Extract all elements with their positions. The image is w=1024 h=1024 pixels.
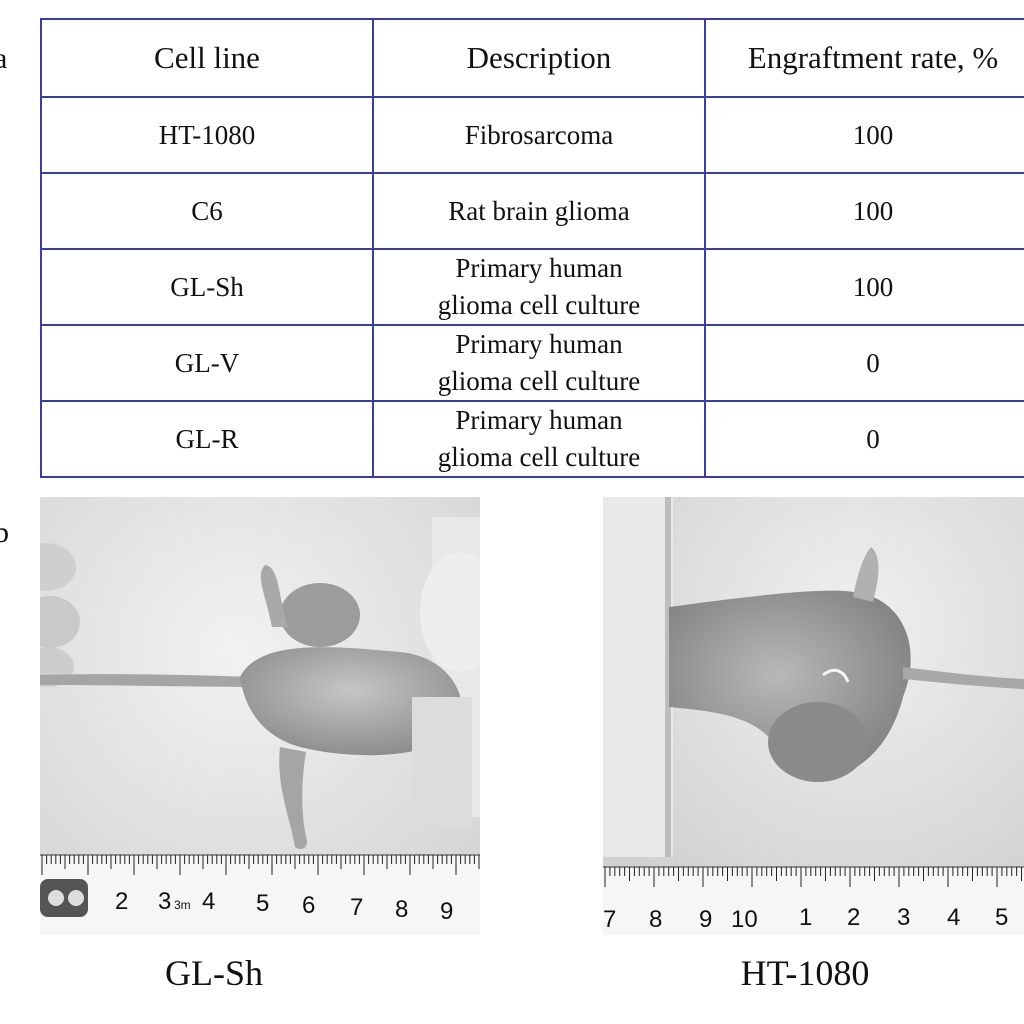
caption-ht-1080: HT-1080 — [740, 953, 870, 993]
mouse-photo-drawing: 2 3 3m 4 5 6 7 8 9 — [40, 497, 480, 935]
description: Primary human glioma cell culture — [372, 324, 706, 402]
cell-line: GL-Sh — [40, 248, 374, 326]
cell-line: GL-V — [40, 324, 374, 402]
description: Primary human glioma cell culture — [372, 248, 706, 326]
table-row: HT-1080 Fibrosarcoma 100 — [40, 96, 1024, 174]
cell-line: C6 — [40, 172, 374, 250]
ruler-number: 3 — [897, 904, 910, 931]
ruler-number: 7 — [350, 894, 363, 921]
cell-line: GL-R — [40, 400, 374, 478]
description-line: Fibrosarcoma — [464, 120, 614, 150]
ruler-number: 9 — [699, 906, 712, 933]
header-cell-line: Cell line — [40, 18, 374, 98]
engraftment-rate: 100 — [704, 248, 1024, 326]
description: Primary human glioma cell culture — [372, 400, 706, 478]
table-row: GL-V Primary human glioma cell culture 0 — [40, 324, 1024, 402]
engraftment-rate: 100 — [704, 96, 1024, 174]
ruler-number: 2 — [847, 904, 860, 931]
ruler-number: 8 — [649, 906, 662, 933]
ruler-number: 5 — [256, 890, 269, 917]
mouse-photo-gl-sh: 2 3 3m 4 5 6 7 8 9 — [40, 497, 480, 935]
ruler-number: 1 — [799, 904, 812, 931]
table-row: GL-Sh Primary human glioma cell culture 1… — [40, 248, 1024, 326]
engraftment-rate: 0 — [704, 324, 1024, 402]
ruler-number: 4 — [947, 904, 960, 931]
ruler-number: 7 — [603, 906, 616, 933]
description-line: Primary human — [455, 253, 623, 283]
ruler-ticks — [41, 855, 480, 875]
description-line: glioma cell culture — [437, 366, 641, 396]
description-line: Primary human — [455, 329, 623, 359]
engraftment-rate: 100 — [704, 172, 1024, 250]
mouse-photo-drawing: 7 8 9 10 1 2 3 4 5 — [603, 497, 1024, 935]
ruler-number: 4 — [202, 888, 215, 915]
description-line: glioma cell culture — [437, 290, 641, 320]
engraftment-rate: 0 — [704, 400, 1024, 478]
table-header-row: Cell line Description Engraftment rate, … — [40, 18, 1024, 98]
ruler-number: 10 — [731, 906, 758, 933]
ruler-number: 8 — [395, 896, 408, 923]
cell-line: HT-1080 — [40, 96, 374, 174]
ruler-number: 9 — [440, 898, 453, 925]
engraftment-table: Cell line Description Engraftment rate, … — [40, 18, 1024, 478]
description-line: Primary human — [455, 405, 623, 435]
description: Fibrosarcoma — [372, 96, 706, 174]
description-line: Rat brain glioma — [448, 196, 630, 226]
header-description: Description — [372, 18, 706, 98]
header-engraftment-rate: Engraftment rate, % — [704, 18, 1024, 98]
mouse-photo-ht-1080: 7 8 9 10 1 2 3 4 5 — [603, 497, 1024, 935]
panel-label-b: b — [0, 516, 9, 549]
ruler-number: 3m — [174, 898, 191, 912]
table-row: C6 Rat brain glioma 100 — [40, 172, 1024, 250]
table-row: GL-R Primary human glioma cell culture 0 — [40, 400, 1024, 478]
ruler-number: 6 — [302, 892, 315, 919]
description: Rat brain glioma — [372, 172, 706, 250]
caption-gl-sh: GL-Sh — [165, 953, 263, 993]
description-line: glioma cell culture — [437, 442, 641, 472]
ruler-number: 5 — [995, 904, 1008, 931]
panel-label-a: a — [0, 42, 8, 75]
ruler-number: 3 — [158, 888, 171, 915]
ruler-number: 2 — [115, 888, 128, 915]
ruler-ticks — [604, 867, 1022, 887]
